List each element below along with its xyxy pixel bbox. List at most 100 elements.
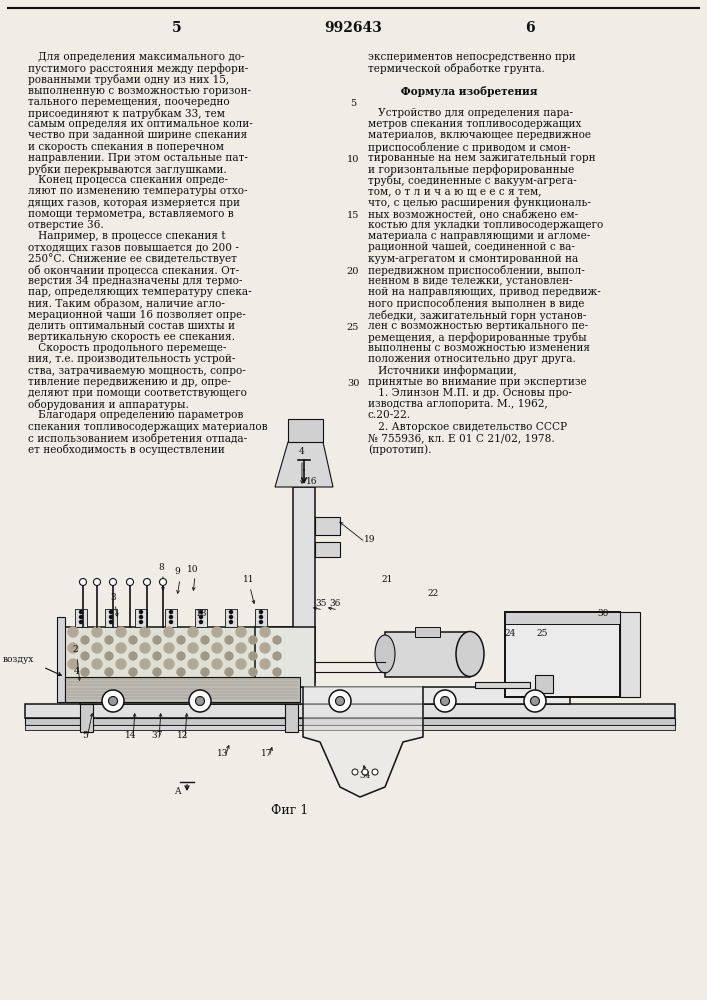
Circle shape bbox=[236, 643, 246, 653]
Text: 5: 5 bbox=[350, 99, 356, 108]
Text: рубки перекрываются заглушками.: рубки перекрываются заглушками. bbox=[28, 164, 227, 175]
Text: куум-агрегатом и смонтированной на: куум-агрегатом и смонтированной на bbox=[368, 254, 578, 264]
Text: вертикальную скорость ее спекания.: вертикальную скорость ее спекания. bbox=[28, 332, 235, 342]
Circle shape bbox=[260, 659, 270, 669]
Text: принятые во внимание при экспертизе: принятые во внимание при экспертизе bbox=[368, 377, 587, 387]
Text: 35: 35 bbox=[315, 599, 327, 608]
Text: Скорость продольного перемеще-: Скорость продольного перемеще- bbox=[28, 343, 226, 353]
Text: ния. Таким образом, наличие агло-: ния. Таким образом, наличие агло- bbox=[28, 298, 225, 309]
Circle shape bbox=[110, 615, 112, 618]
Text: костью для укладки топливосодержащего: костью для укладки топливосодержащего bbox=[368, 220, 603, 230]
Text: 9: 9 bbox=[174, 568, 180, 576]
Text: 12: 12 bbox=[177, 732, 189, 740]
Circle shape bbox=[68, 643, 78, 653]
Text: 8: 8 bbox=[158, 562, 164, 572]
Text: чество при заданной ширине спекания: чество при заданной ширине спекания bbox=[28, 130, 247, 140]
Circle shape bbox=[259, 620, 262, 624]
Text: тированные на нем зажигательный горн: тированные на нем зажигательный горн bbox=[368, 153, 595, 163]
Text: 992643: 992643 bbox=[324, 21, 382, 35]
Bar bbox=[315, 517, 340, 535]
Circle shape bbox=[129, 652, 137, 660]
Bar bbox=[505, 612, 620, 624]
Circle shape bbox=[524, 690, 546, 712]
Bar bbox=[65, 627, 300, 702]
Text: изводства аглопорита. М., 1962,: изводства аглопорита. М., 1962, bbox=[368, 399, 548, 409]
Text: 4: 4 bbox=[74, 668, 80, 676]
Circle shape bbox=[170, 615, 173, 618]
Circle shape bbox=[79, 615, 83, 618]
Circle shape bbox=[79, 620, 83, 624]
Circle shape bbox=[153, 652, 161, 660]
Text: метров спекания топливосодержащих: метров спекания топливосодержащих bbox=[368, 119, 581, 129]
Circle shape bbox=[201, 668, 209, 676]
Text: направлении. При этом остальные пат-: направлении. При этом остальные пат- bbox=[28, 153, 248, 163]
Circle shape bbox=[225, 668, 233, 676]
Circle shape bbox=[105, 636, 113, 644]
Text: ненном в виде тележки, установлен-: ненном в виде тележки, установлен- bbox=[368, 276, 573, 286]
Circle shape bbox=[336, 696, 344, 706]
Text: об окончании процесса спекания. От-: об окончании процесса спекания. От- bbox=[28, 265, 239, 276]
Text: помощи термометра, вставляемого в: помощи термометра, вставляемого в bbox=[28, 209, 234, 219]
Circle shape bbox=[139, 610, 143, 613]
Text: пустимого расстояния между перфори-: пустимого расстояния между перфори- bbox=[28, 63, 248, 74]
Text: 37: 37 bbox=[151, 732, 163, 740]
Circle shape bbox=[164, 643, 174, 653]
Text: экспериментов непосредственно при: экспериментов непосредственно при bbox=[368, 52, 575, 62]
Circle shape bbox=[105, 668, 113, 676]
Circle shape bbox=[116, 659, 126, 669]
Text: отверстие 36.: отверстие 36. bbox=[28, 220, 104, 230]
Text: оборудования и аппаратуры.: оборудования и аппаратуры. bbox=[28, 399, 189, 410]
Text: спекания топливосодержащих материалов: спекания топливосодержащих материалов bbox=[28, 422, 268, 432]
Circle shape bbox=[102, 690, 124, 712]
Text: лен с возможностью вертикального пе-: лен с возможностью вертикального пе- bbox=[368, 321, 588, 331]
Text: 19: 19 bbox=[364, 536, 375, 544]
Circle shape bbox=[144, 578, 151, 585]
Text: воздух: воздух bbox=[3, 656, 35, 664]
Circle shape bbox=[79, 578, 86, 585]
Circle shape bbox=[68, 627, 78, 637]
Text: 250°С. Снижение ее свидетельствует: 250°С. Снижение ее свидетельствует bbox=[28, 254, 237, 264]
Text: ет необходимость в осуществлении: ет необходимость в осуществлении bbox=[28, 444, 225, 455]
Circle shape bbox=[92, 659, 102, 669]
Circle shape bbox=[153, 668, 161, 676]
Text: ных возможностей, оно снабжено ем-: ных возможностей, оно снабжено ем- bbox=[368, 209, 578, 220]
Circle shape bbox=[259, 610, 262, 613]
Text: 22: 22 bbox=[427, 589, 438, 598]
Text: Для определения максимального до-: Для определения максимального до- bbox=[28, 52, 245, 62]
Circle shape bbox=[273, 636, 281, 644]
Polygon shape bbox=[303, 687, 423, 797]
Text: с.20-22.: с.20-22. bbox=[368, 410, 411, 420]
Circle shape bbox=[177, 668, 185, 676]
Circle shape bbox=[212, 627, 222, 637]
Text: с использованием изобретения отпада-: с использованием изобретения отпада- bbox=[28, 433, 247, 444]
Bar bbox=[255, 627, 315, 687]
Text: 11: 11 bbox=[243, 576, 255, 584]
Text: Источники информации,: Источники информации, bbox=[368, 366, 517, 376]
Text: отходящих газов повышается до 200 -: отходящих газов повышается до 200 - bbox=[28, 242, 239, 252]
Text: 18: 18 bbox=[197, 609, 208, 618]
Text: 6: 6 bbox=[525, 21, 534, 35]
Text: Конец процесса спекания опреде-: Конец процесса спекания опреде- bbox=[28, 175, 228, 185]
Bar bbox=[225, 609, 237, 627]
Circle shape bbox=[92, 627, 102, 637]
Circle shape bbox=[68, 659, 78, 669]
Circle shape bbox=[116, 627, 126, 637]
Bar bbox=[25, 704, 675, 718]
Text: 4: 4 bbox=[299, 448, 305, 456]
Circle shape bbox=[196, 696, 204, 706]
Circle shape bbox=[93, 578, 100, 585]
Text: Формула изобретения: Формула изобретения bbox=[368, 86, 537, 97]
Text: 30: 30 bbox=[597, 609, 609, 618]
Text: 1. Элинзон М.П. и др. Основы про-: 1. Элинзон М.П. и др. Основы про- bbox=[368, 388, 572, 398]
Text: ного приспособления выполнен в виде: ного приспособления выполнен в виде bbox=[368, 298, 585, 309]
Text: лебедки, зажигательный горн установ-: лебедки, зажигательный горн установ- bbox=[368, 310, 586, 321]
Text: 30: 30 bbox=[347, 379, 359, 388]
Circle shape bbox=[140, 643, 150, 653]
Circle shape bbox=[116, 643, 126, 653]
Circle shape bbox=[199, 620, 202, 624]
Polygon shape bbox=[275, 442, 333, 487]
Text: ния, т.е. производительность устрой-: ния, т.е. производительность устрой- bbox=[28, 354, 235, 364]
Text: 5: 5 bbox=[173, 21, 182, 35]
Circle shape bbox=[81, 636, 89, 644]
Text: самым определяя их оптимальное коли-: самым определяя их оптимальное коли- bbox=[28, 119, 252, 129]
